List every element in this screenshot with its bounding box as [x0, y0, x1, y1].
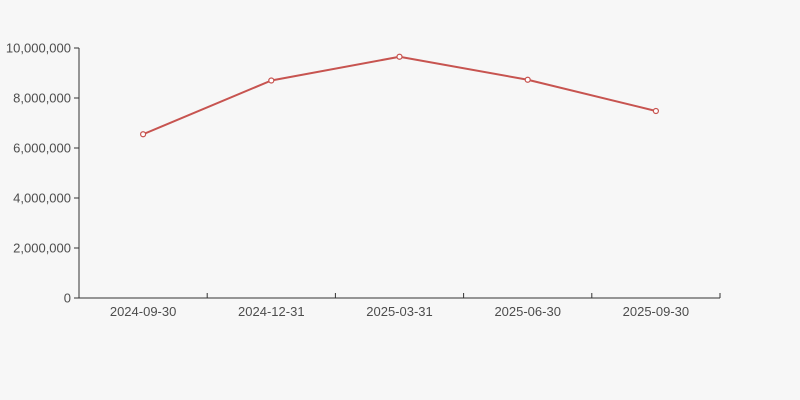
data-point-marker[interactable]	[268, 77, 275, 84]
data-point-marker[interactable]	[524, 76, 531, 83]
y-axis-tick-label: 10,000,000	[6, 41, 71, 56]
data-point-marker[interactable]	[396, 53, 403, 60]
y-axis-tick-label: 2,000,000	[13, 241, 71, 256]
y-axis-tick-label: 6,000,000	[13, 141, 71, 156]
x-axis-tick-label: 2025-09-30	[623, 304, 690, 319]
y-axis-tick-label: 8,000,000	[13, 91, 71, 106]
y-axis-tick-label: 4,000,000	[13, 191, 71, 206]
x-axis-tick-label: 2025-06-30	[494, 304, 561, 319]
x-axis-tick-label: 2025-03-31	[366, 304, 433, 319]
x-axis-tick-label: 2024-12-31	[238, 304, 305, 319]
data-point-marker[interactable]	[140, 131, 147, 138]
y-axis-tick-label: 0	[64, 291, 71, 306]
data-point-marker[interactable]	[652, 107, 660, 115]
x-axis-tick-label: 2024-09-30	[110, 304, 177, 319]
